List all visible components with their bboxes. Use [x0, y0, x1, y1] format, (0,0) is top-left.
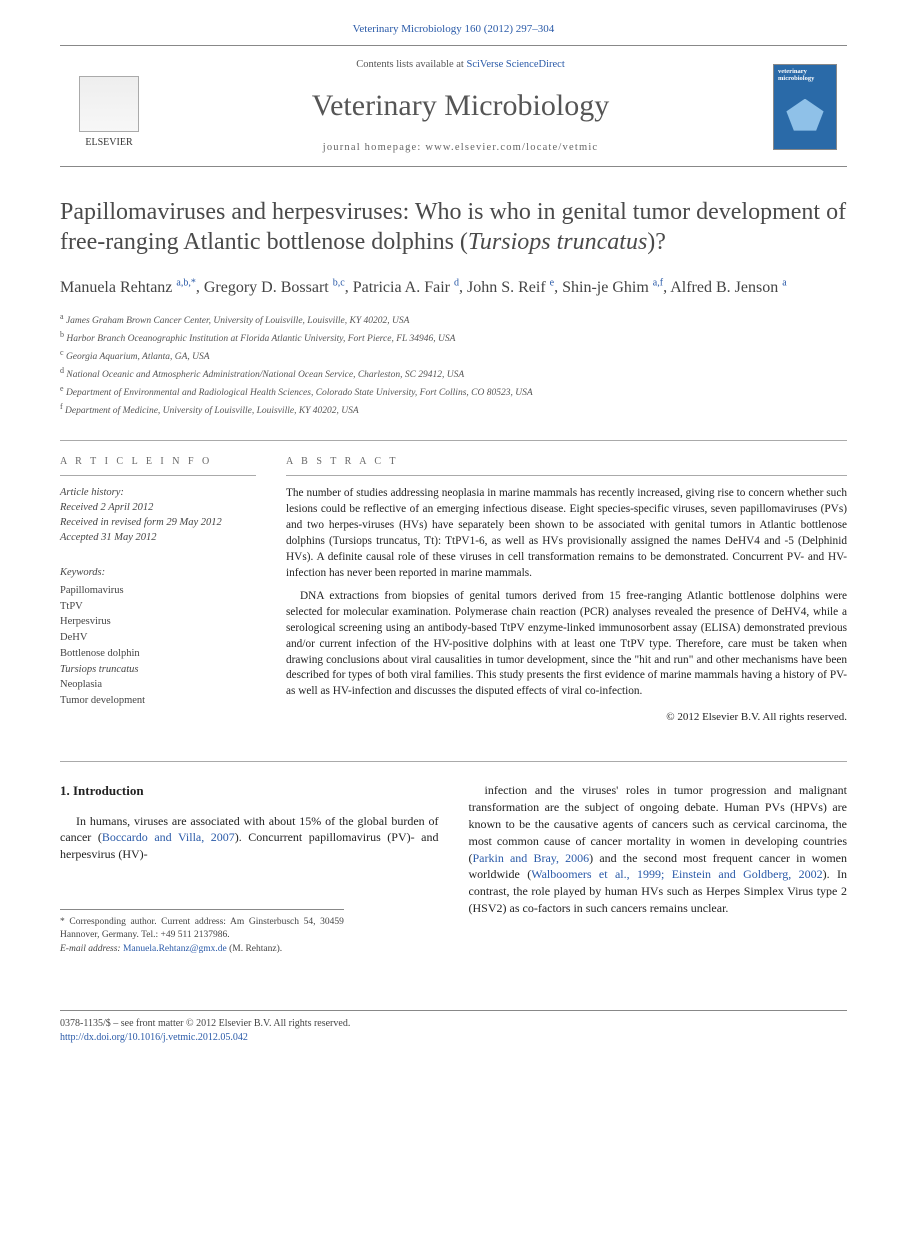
history-head: Article history:	[60, 486, 256, 501]
publisher-logo: ELSEVIER	[70, 64, 148, 150]
cover-label: veterinary microbiology	[778, 68, 832, 82]
keyword: Bottlenose dolphin	[60, 646, 256, 662]
keywords-block: Keywords: Papillomavirus TtPV Herpesviru…	[60, 565, 256, 709]
page-header: Veterinary Microbiology 160 (2012) 297–3…	[0, 0, 907, 45]
sciencedirect-link[interactable]: SciVerse ScienceDirect	[466, 59, 564, 70]
masthead: ELSEVIER Contents lists available at Sci…	[60, 45, 847, 166]
affiliation: d National Oceanic and Atmospheric Admin…	[60, 365, 847, 383]
intro-paragraph-left: In humans, viruses are associated with a…	[60, 813, 439, 863]
affiliations: a James Graham Brown Cancer Center, Univ…	[60, 311, 847, 419]
elsevier-tree-icon	[79, 76, 139, 132]
keyword: Neoplasia	[60, 677, 256, 693]
citation-link[interactable]: Boccardo and Villa, 2007	[102, 830, 235, 844]
corr-line2: E-mail address: Manuela.Rehtanz@gmx.de (…	[60, 943, 344, 956]
history-accepted: Accepted 31 May 2012	[60, 531, 256, 546]
journal-homepage-line: journal homepage: www.elsevier.com/locat…	[162, 141, 759, 156]
abstract-heading: A B S T R A C T	[286, 455, 847, 476]
author: John S. Reif e	[467, 279, 554, 296]
title-main: Papillomaviruses and herpesviruses: Who …	[60, 199, 846, 256]
contents-available-line: Contents lists available at SciVerse Sci…	[162, 58, 759, 73]
article-info-row: A R T I C L E I N F O Article history: R…	[60, 440, 847, 725]
body-left-column: 1. Introduction In humans, viruses are a…	[60, 782, 439, 955]
section-heading-intro: 1. Introduction	[60, 782, 439, 800]
article-info-column: A R T I C L E I N F O Article history: R…	[60, 455, 256, 725]
authors-list: Manuela Rehtanz a,b,*, Gregory D. Bossar…	[60, 276, 847, 299]
citation-line: Veterinary Microbiology 160 (2012) 297–3…	[353, 23, 555, 35]
affiliation: c Georgia Aquarium, Atlanta, GA, USA	[60, 347, 847, 365]
keyword: Tumor development	[60, 693, 256, 709]
issn-copyright: 0378-1135/$ – see front matter © 2012 El…	[60, 1017, 350, 1031]
history-received: Received 2 April 2012	[60, 501, 256, 516]
abstract-column: A B S T R A C T The number of studies ad…	[286, 455, 847, 725]
affiliation: e Department of Environmental and Radiol…	[60, 383, 847, 401]
abstract-copyright: © 2012 Elsevier B.V. All rights reserved…	[286, 710, 847, 725]
journal-cover-thumbnail: veterinary microbiology	[773, 64, 837, 150]
author: Gregory D. Bossart b,c	[204, 279, 345, 296]
citation-link[interactable]: Walboomers et al., 1999; Einstein and Go…	[531, 867, 822, 881]
article-info-heading: A R T I C L E I N F O	[60, 455, 256, 476]
body-right-column: infection and the viruses' roles in tumo…	[469, 782, 848, 955]
page-footer: 0378-1135/$ – see front matter © 2012 El…	[60, 1010, 847, 1075]
keyword: Tursiops truncatus	[60, 662, 256, 678]
masthead-center: Contents lists available at SciVerse Sci…	[162, 58, 759, 155]
keyword: Papillomavirus	[60, 583, 256, 599]
author: Shin-je Ghim a,f	[562, 279, 663, 296]
article-history: Article history: Received 2 April 2012 R…	[60, 486, 256, 545]
publisher-name: ELSEVIER	[85, 136, 132, 150]
keywords-head: Keywords:	[60, 565, 256, 581]
abstract-p1: The number of studies addressing neoplas…	[286, 486, 847, 581]
affiliation: a James Graham Brown Cancer Center, Univ…	[60, 311, 847, 329]
email-link[interactable]: Manuela.Rehtanz@gmx.de	[123, 944, 227, 954]
footer-left: 0378-1135/$ – see front matter © 2012 El…	[60, 1017, 350, 1045]
body-two-column: 1. Introduction In humans, viruses are a…	[60, 761, 847, 955]
corresponding-author-footnote: * Corresponding author. Current address:…	[60, 909, 344, 956]
author: Alfred B. Jenson a	[670, 279, 786, 296]
journal-name: Veterinary Microbiology	[162, 85, 759, 127]
keyword: TtPV	[60, 599, 256, 615]
title-species: Tursiops truncatus	[468, 229, 647, 255]
corr-line1: * Corresponding author. Current address:…	[60, 916, 344, 943]
keyword: Herpesvirus	[60, 614, 256, 630]
author: Patricia A. Fair d	[353, 279, 459, 296]
author: Manuela Rehtanz a,b,*	[60, 279, 196, 296]
article-title: Papillomaviruses and herpesviruses: Who …	[60, 197, 847, 258]
intro-paragraph-right: infection and the viruses' roles in tumo…	[469, 782, 848, 916]
abstract-p2: DNA extractions from biopsies of genital…	[286, 589, 847, 700]
history-revised: Received in revised form 29 May 2012	[60, 516, 256, 531]
contents-prefix: Contents lists available at	[356, 59, 466, 70]
abstract-body: The number of studies addressing neoplas…	[286, 486, 847, 725]
affiliation: f Department of Medicine, University of …	[60, 401, 847, 419]
doi-link[interactable]: http://dx.doi.org/10.1016/j.vetmic.2012.…	[60, 1032, 248, 1043]
title-tail: )?	[647, 229, 666, 255]
keyword: DeHV	[60, 630, 256, 646]
citation-link[interactable]: Parkin and Bray, 2006	[473, 851, 590, 865]
affiliation: b Harbor Branch Oceanographic Institutio…	[60, 329, 847, 347]
